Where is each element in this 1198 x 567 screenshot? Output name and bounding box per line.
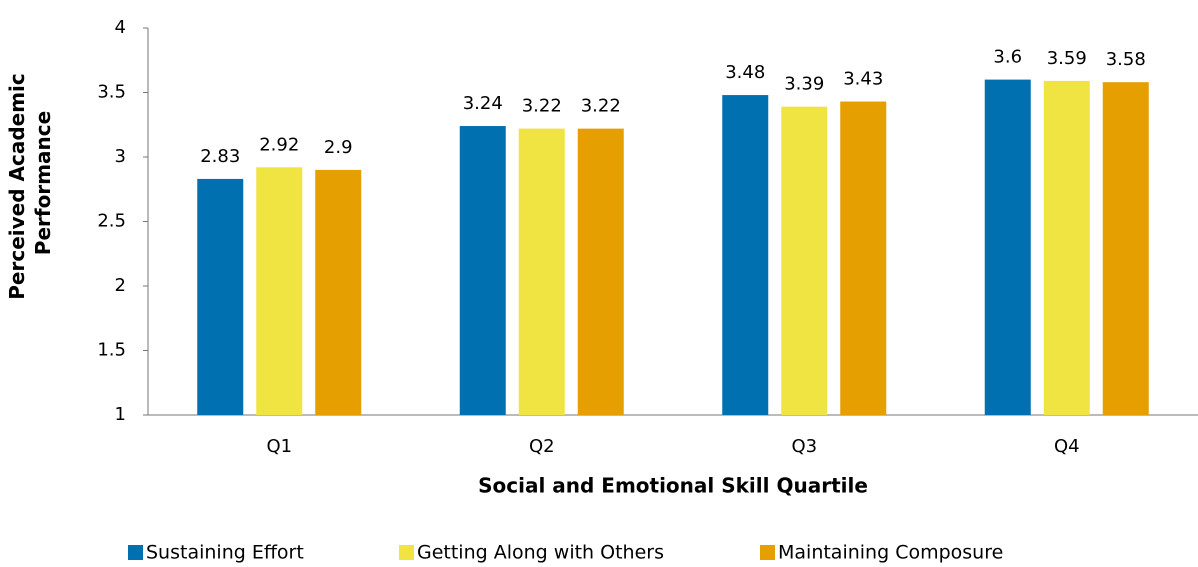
y-tick-label: 2	[115, 275, 126, 296]
x-tick-label: Q3	[791, 436, 817, 457]
y-axis-title: Perceived Academic Performance	[5, 66, 55, 299]
data-label: 2.92	[259, 134, 299, 155]
legend-label: Maintaining Composure	[778, 542, 1003, 564]
legend-label: Getting Along with Others	[417, 542, 664, 564]
bar	[840, 101, 887, 415]
data-label: 3.24	[463, 93, 503, 114]
legend-swatch	[399, 545, 414, 560]
bar	[1043, 80, 1090, 415]
data-label: 3.58	[1106, 49, 1146, 70]
data-label: 3.43	[843, 69, 883, 90]
bar	[722, 95, 769, 415]
y-tick-label: 3.5	[97, 82, 126, 103]
x-tick-label: Q2	[529, 436, 555, 457]
bar	[256, 167, 303, 415]
data-label: 3.22	[522, 96, 562, 117]
legend-swatch	[760, 545, 775, 560]
legend-label: Sustaining Effort	[146, 542, 304, 564]
y-tick-label: 2.5	[97, 211, 126, 232]
y-tick-label: 4	[115, 17, 126, 38]
data-label: 3.39	[784, 74, 824, 95]
bar	[984, 79, 1031, 415]
bar	[1102, 82, 1149, 416]
x-tick-label: Q1	[266, 436, 292, 457]
x-axis-title: Social and Emotional Skill Quartile	[478, 474, 868, 498]
x-tick-label: Q4	[1054, 436, 1080, 457]
y-axis-title-line: Perceived Academic	[5, 73, 29, 300]
data-label: 3.22	[581, 96, 621, 117]
bar	[459, 126, 506, 415]
data-label: 3.48	[725, 62, 765, 83]
bar	[781, 106, 828, 415]
y-axis-title-line: Performance	[31, 111, 55, 255]
y-tick-label: 1.5	[97, 340, 126, 361]
data-label: 2.83	[200, 146, 240, 167]
bar	[518, 128, 565, 415]
bar	[197, 178, 244, 415]
data-label: 3.6	[993, 47, 1022, 68]
y-tick-label: 1	[115, 404, 126, 425]
bar	[577, 128, 624, 415]
y-tick-label: 3	[115, 146, 126, 167]
data-label: 3.59	[1047, 48, 1087, 69]
bar	[315, 169, 362, 415]
data-label: 2.9	[324, 137, 353, 158]
legend-swatch	[128, 545, 143, 560]
